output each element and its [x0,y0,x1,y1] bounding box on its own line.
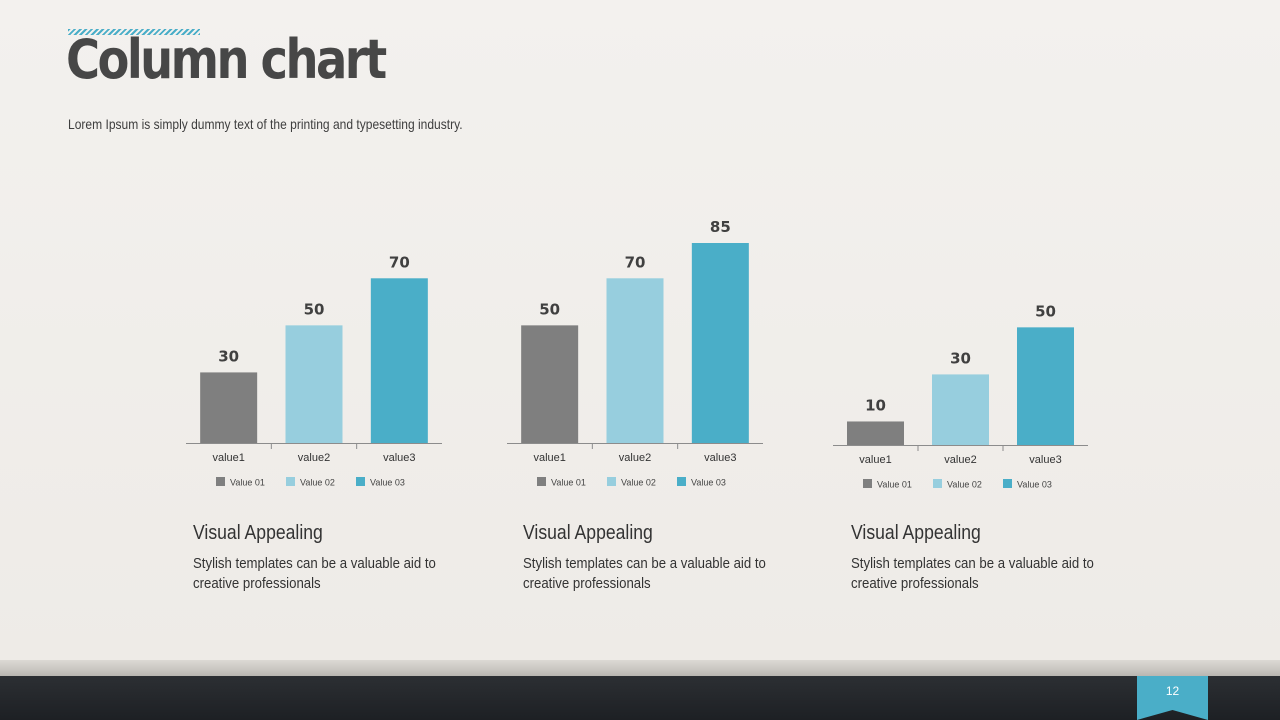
card-title: Visual Appealing [193,522,323,544]
legend-swatch [933,479,942,488]
bar [847,421,904,445]
data-label: 85 [710,218,731,236]
x-tick-label: value2 [298,452,330,464]
card-text: Stylish templates can be a valuable aid … [851,555,1094,592]
x-tick-label: value3 [1029,454,1061,466]
footer-bar [0,676,1280,720]
legend-swatch [863,479,872,488]
x-tick-label: value3 [383,452,415,464]
page-title: Column chart [66,28,387,91]
legend-swatch [356,477,365,486]
x-tick-label: value1 [533,452,565,464]
page-subtitle: Lorem Ipsum is simply dummy text of the … [68,116,463,132]
data-label: 10 [865,396,886,414]
legend-swatch [1003,479,1012,488]
legend-swatch [216,477,225,486]
data-label: 50 [539,300,560,318]
bar [691,243,749,443]
title-accent-stripe [68,29,200,35]
ribbon-icon [1137,676,1208,720]
legend-swatch [286,477,295,486]
x-tick-label: value2 [944,454,976,466]
bar [1017,327,1074,445]
legend-swatch [677,477,686,486]
bar [200,372,258,443]
legend-label: Value 03 [370,478,405,488]
legend-label: Value 01 [877,480,912,490]
x-tick-label: value2 [619,452,651,464]
legend-label: Value 03 [691,478,726,488]
card-text: Stylish templates can be a valuable aid … [193,555,436,592]
legend-swatch [607,477,616,486]
card-title: Visual Appealing [523,522,653,544]
card-text: Stylish templates can be a valuable aid … [523,555,766,592]
bar [285,325,343,443]
bar [932,374,989,445]
data-label: 70 [389,253,410,271]
x-tick-label: value3 [704,452,736,464]
legend-label: Value 01 [230,478,265,488]
x-tick-label: value1 [859,454,891,466]
legend-label: Value 01 [551,478,586,488]
legend-label: Value 02 [621,478,656,488]
bar [370,278,428,443]
data-label: 70 [625,253,646,271]
bar [521,325,579,443]
data-label: 30 [950,349,971,367]
page-number-tab: 12 [1137,676,1208,720]
bar [606,278,664,443]
legend-label: Value 02 [300,478,335,488]
data-label: 50 [304,300,325,318]
card-title: Visual Appealing [851,522,981,544]
legend-label: Value 03 [1017,480,1052,490]
legend-swatch [537,477,546,486]
data-label: 50 [1035,302,1056,320]
page-number: 12 [1165,684,1180,698]
column-charts: 30 value1 50 value2 70 value3 Value 01 Value 02… [186,218,1088,490]
slide-shadow [0,660,1280,676]
legend-label: Value 02 [947,480,982,490]
data-label: 30 [218,347,239,365]
x-tick-label: value1 [212,452,244,464]
